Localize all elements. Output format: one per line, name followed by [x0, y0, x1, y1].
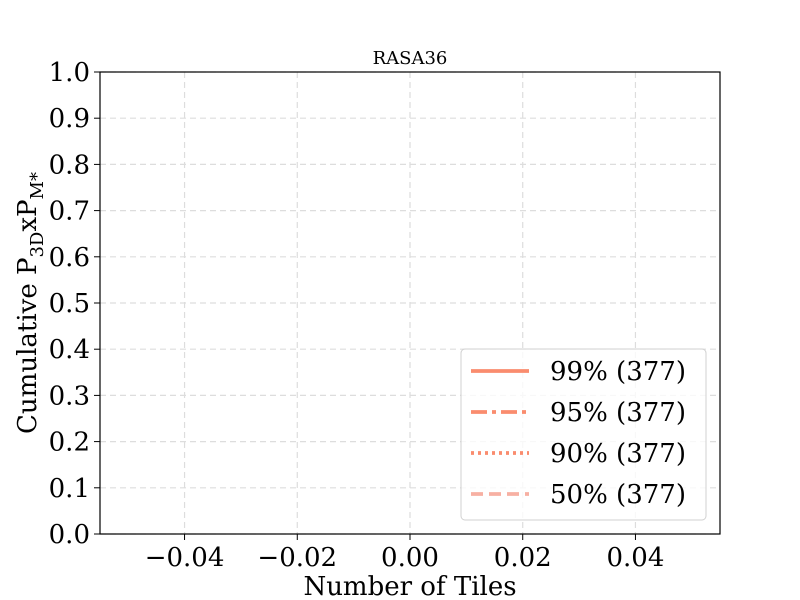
- y-tick-label: 0.9: [49, 104, 90, 134]
- chart-title: RASA36: [373, 48, 448, 69]
- x-tick-label: 0.04: [607, 543, 665, 573]
- x-tick-label: 0.02: [494, 543, 552, 573]
- y-axis-label-mid: xP: [13, 199, 43, 231]
- legend-entry-label: 99% (377): [550, 357, 686, 387]
- y-tick-label: 0.3: [49, 381, 90, 411]
- y-axis-label: Cumulative P3DxPM*: [13, 172, 48, 434]
- y-tick-label: 0.8: [49, 150, 90, 180]
- y-tick-label: 0.2: [49, 428, 90, 458]
- y-tick-label: 0.4: [49, 335, 90, 365]
- y-tick-label: 0.0: [49, 520, 90, 550]
- y-axis-label-sub2: M*: [27, 172, 48, 199]
- legend-box: [460, 348, 707, 521]
- y-tick-label: 1.0: [49, 58, 90, 88]
- y-tick-label: 0.6: [49, 243, 90, 273]
- x-axis-label: Number of Tiles: [303, 572, 516, 600]
- legend: 99% (377) 95% (377) 90% (377) 50% (377): [460, 348, 707, 521]
- x-tick-label: −0.02: [257, 543, 337, 573]
- y-axis-label-sub1: 3D: [27, 232, 48, 258]
- x-axis-ticks: −0.04 −0.02 0.00 0.02 0.04: [145, 534, 665, 573]
- y-axis-ticks: 0.0 0.1 0.2 0.3 0.4 0.5 0.6 0.7 0.8 0.9 1.0: [49, 58, 100, 550]
- y-tick-label: 0.5: [49, 289, 90, 319]
- legend-entry-label: 90% (377): [550, 439, 686, 469]
- legend-entry-label: 95% (377): [550, 398, 686, 428]
- x-tick-label: −0.04: [145, 543, 225, 573]
- y-axis-label-main: Cumulative P: [13, 258, 43, 434]
- x-tick-label: 0.00: [381, 543, 439, 573]
- legend-entry-label: 50% (377): [550, 480, 686, 510]
- y-tick-label: 0.7: [49, 197, 90, 227]
- y-tick-label: 0.1: [49, 474, 90, 504]
